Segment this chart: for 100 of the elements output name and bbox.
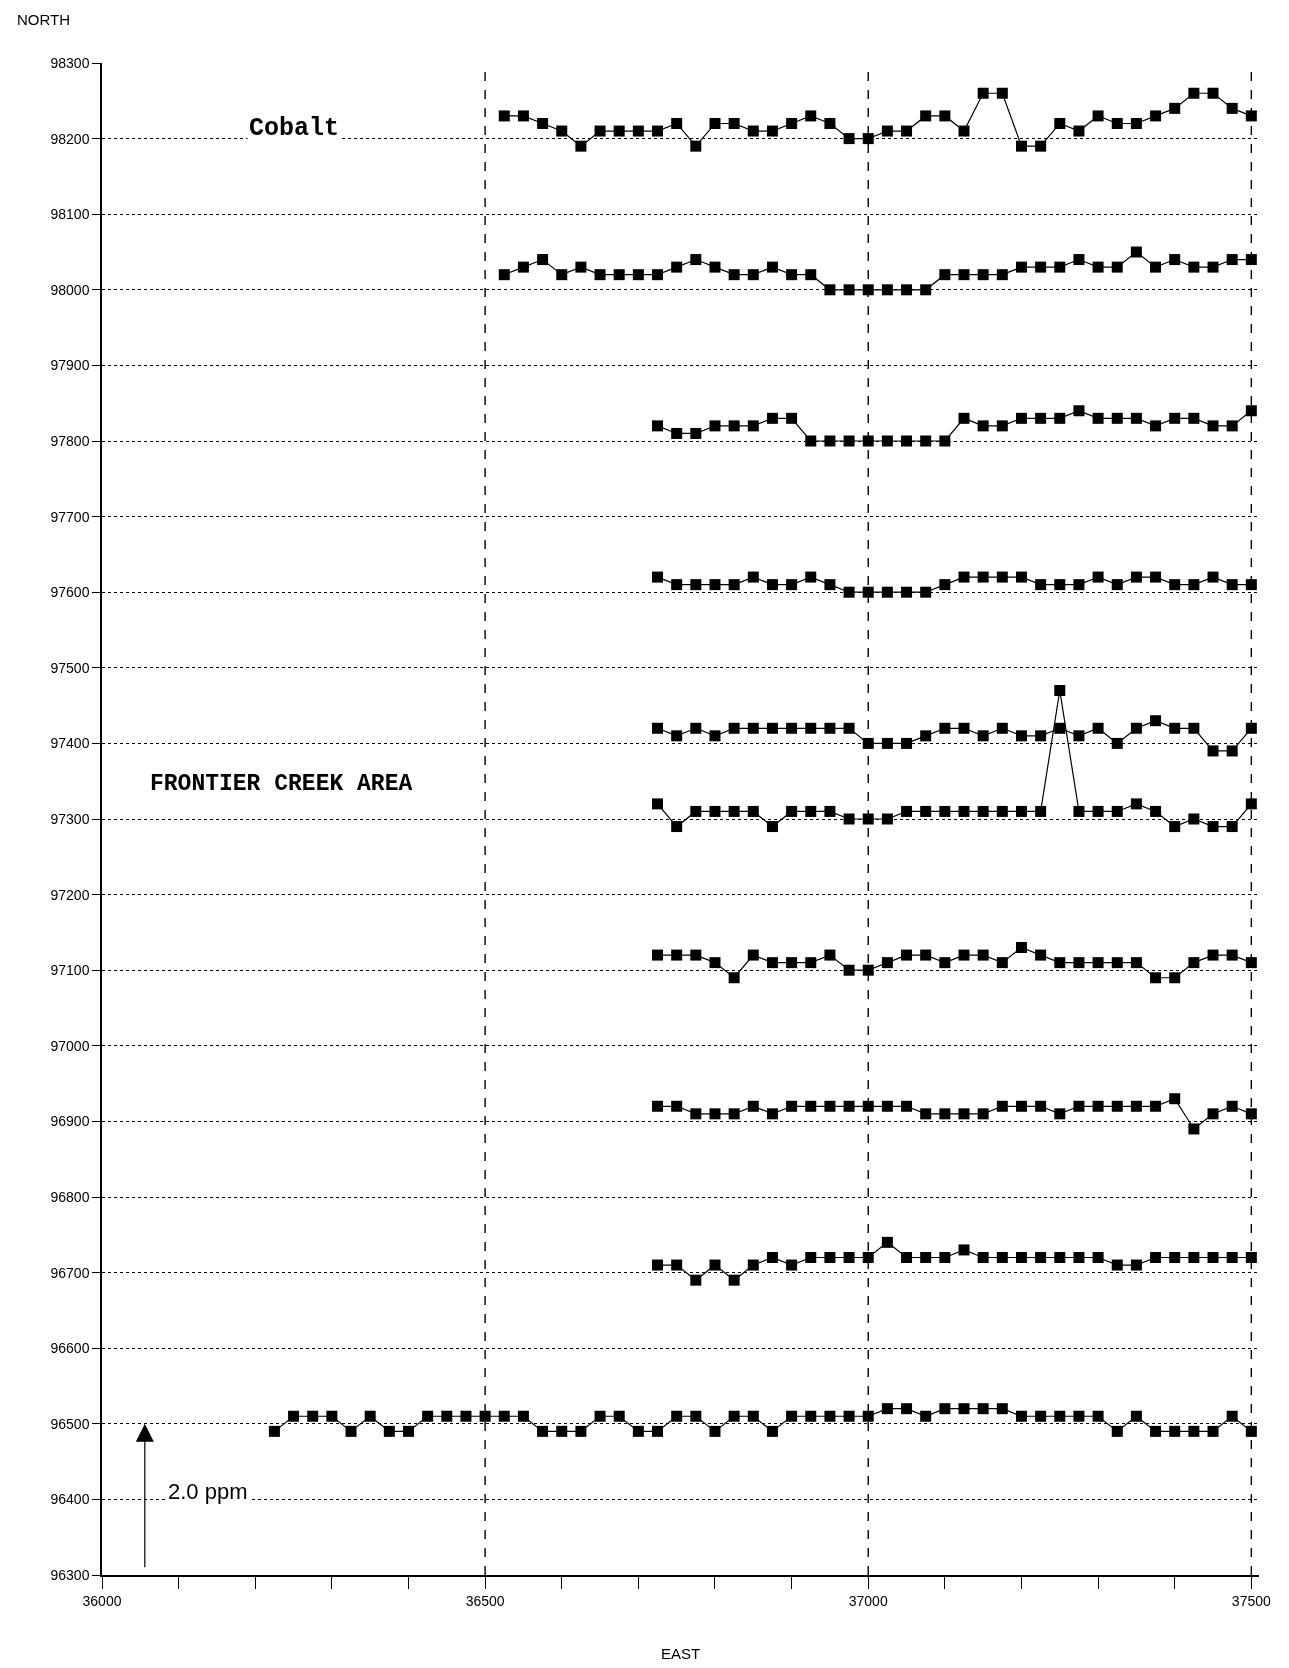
point bbox=[862, 586, 874, 598]
point bbox=[862, 435, 874, 447]
point bbox=[805, 1410, 817, 1422]
point bbox=[1245, 957, 1257, 969]
point bbox=[1130, 798, 1142, 810]
point bbox=[517, 110, 529, 122]
point bbox=[690, 1274, 702, 1286]
point bbox=[824, 1251, 836, 1263]
point bbox=[671, 821, 683, 833]
point bbox=[1188, 813, 1200, 825]
point bbox=[1015, 942, 1027, 954]
point bbox=[1226, 579, 1238, 591]
point bbox=[805, 435, 817, 447]
point bbox=[575, 261, 587, 273]
point bbox=[881, 1403, 893, 1415]
point bbox=[307, 1410, 319, 1422]
point bbox=[862, 813, 874, 825]
point bbox=[1188, 261, 1200, 273]
point bbox=[766, 261, 778, 273]
point bbox=[766, 957, 778, 969]
y-tick-label: 98300 bbox=[50, 54, 90, 71]
point bbox=[1015, 261, 1027, 273]
y-tick-label: 96600 bbox=[50, 1340, 90, 1357]
point bbox=[728, 1274, 740, 1286]
point bbox=[1150, 571, 1162, 583]
point bbox=[709, 420, 721, 432]
point bbox=[1054, 722, 1066, 734]
point bbox=[1054, 684, 1066, 696]
point bbox=[709, 805, 721, 817]
point bbox=[1207, 87, 1219, 99]
point bbox=[1035, 140, 1047, 152]
point bbox=[1245, 405, 1257, 417]
point bbox=[958, 571, 970, 583]
y-tick-label: 97800 bbox=[50, 432, 90, 449]
point bbox=[977, 1251, 989, 1263]
point bbox=[881, 435, 893, 447]
x-tick-label: 37500 bbox=[1231, 1592, 1272, 1609]
point bbox=[747, 805, 759, 817]
annotation: 2.0 ppm bbox=[168, 1479, 248, 1504]
point bbox=[728, 269, 740, 281]
point bbox=[786, 117, 798, 129]
point bbox=[766, 579, 778, 591]
point bbox=[939, 110, 951, 122]
point bbox=[1245, 579, 1257, 591]
point bbox=[1150, 420, 1162, 432]
point bbox=[268, 1425, 280, 1437]
point bbox=[1188, 1251, 1200, 1263]
point bbox=[1073, 1251, 1085, 1263]
point bbox=[1092, 412, 1104, 424]
point bbox=[1207, 420, 1219, 432]
point bbox=[1245, 254, 1257, 266]
point bbox=[862, 964, 874, 976]
point bbox=[843, 586, 855, 598]
point bbox=[613, 125, 625, 137]
point bbox=[958, 805, 970, 817]
x-tick-label: 37000 bbox=[848, 1592, 888, 1609]
point bbox=[652, 722, 664, 734]
point bbox=[1226, 1100, 1238, 1112]
point bbox=[958, 949, 970, 961]
y-tick-label: 97900 bbox=[50, 357, 90, 374]
point bbox=[1207, 949, 1219, 961]
point bbox=[881, 586, 893, 598]
point bbox=[1073, 957, 1085, 969]
point bbox=[920, 949, 932, 961]
point bbox=[1035, 261, 1047, 273]
point bbox=[671, 730, 683, 742]
point bbox=[824, 1100, 836, 1112]
point bbox=[805, 1251, 817, 1263]
y-tick-label: 97400 bbox=[50, 735, 90, 752]
point bbox=[901, 805, 913, 817]
point bbox=[1226, 102, 1238, 114]
y-tick-label: 97100 bbox=[50, 962, 90, 979]
point bbox=[805, 957, 817, 969]
point bbox=[881, 737, 893, 749]
point bbox=[556, 1425, 568, 1437]
point bbox=[843, 435, 855, 447]
point bbox=[805, 805, 817, 817]
point bbox=[939, 435, 951, 447]
point bbox=[843, 722, 855, 734]
point bbox=[1130, 1100, 1142, 1112]
point bbox=[1015, 140, 1027, 152]
point bbox=[594, 1410, 606, 1422]
point bbox=[1226, 949, 1238, 961]
point bbox=[958, 125, 970, 137]
point bbox=[728, 805, 740, 817]
point bbox=[747, 949, 759, 961]
point bbox=[766, 125, 778, 137]
point bbox=[1245, 1251, 1257, 1263]
point bbox=[958, 1403, 970, 1415]
point bbox=[1188, 87, 1200, 99]
point bbox=[709, 579, 721, 591]
point bbox=[1073, 254, 1085, 266]
point bbox=[996, 1251, 1008, 1263]
point bbox=[498, 110, 510, 122]
point bbox=[671, 427, 683, 439]
point bbox=[364, 1410, 376, 1422]
point bbox=[671, 1410, 683, 1422]
point bbox=[1015, 1100, 1027, 1112]
point bbox=[939, 722, 951, 734]
point bbox=[766, 1108, 778, 1120]
